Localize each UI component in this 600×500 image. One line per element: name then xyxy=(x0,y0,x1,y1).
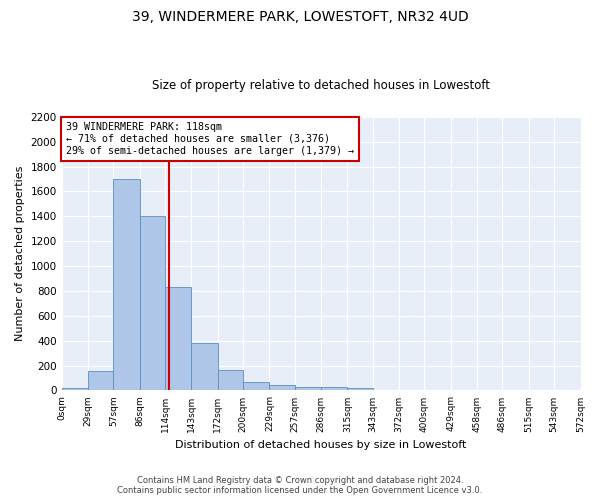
Bar xyxy=(113,179,140,390)
Y-axis label: Number of detached properties: Number of detached properties xyxy=(15,166,25,342)
Text: 39, WINDERMERE PARK, LOWESTOFT, NR32 4UD: 39, WINDERMERE PARK, LOWESTOFT, NR32 4UD xyxy=(131,10,469,24)
Bar xyxy=(295,386,321,390)
Bar xyxy=(321,386,347,390)
Bar xyxy=(165,286,191,391)
Bar xyxy=(347,388,373,390)
Bar xyxy=(243,382,269,390)
Bar xyxy=(140,216,165,390)
Bar xyxy=(191,342,218,390)
Bar xyxy=(218,370,243,390)
Text: 39 WINDERMERE PARK: 118sqm
← 71% of detached houses are smaller (3,376)
29% of s: 39 WINDERMERE PARK: 118sqm ← 71% of deta… xyxy=(66,122,354,156)
X-axis label: Distribution of detached houses by size in Lowestoft: Distribution of detached houses by size … xyxy=(175,440,467,450)
Bar xyxy=(88,371,113,390)
Bar xyxy=(62,388,88,390)
Title: Size of property relative to detached houses in Lowestoft: Size of property relative to detached ho… xyxy=(152,79,490,92)
Bar xyxy=(269,386,295,390)
Text: Contains HM Land Registry data © Crown copyright and database right 2024.
Contai: Contains HM Land Registry data © Crown c… xyxy=(118,476,482,495)
